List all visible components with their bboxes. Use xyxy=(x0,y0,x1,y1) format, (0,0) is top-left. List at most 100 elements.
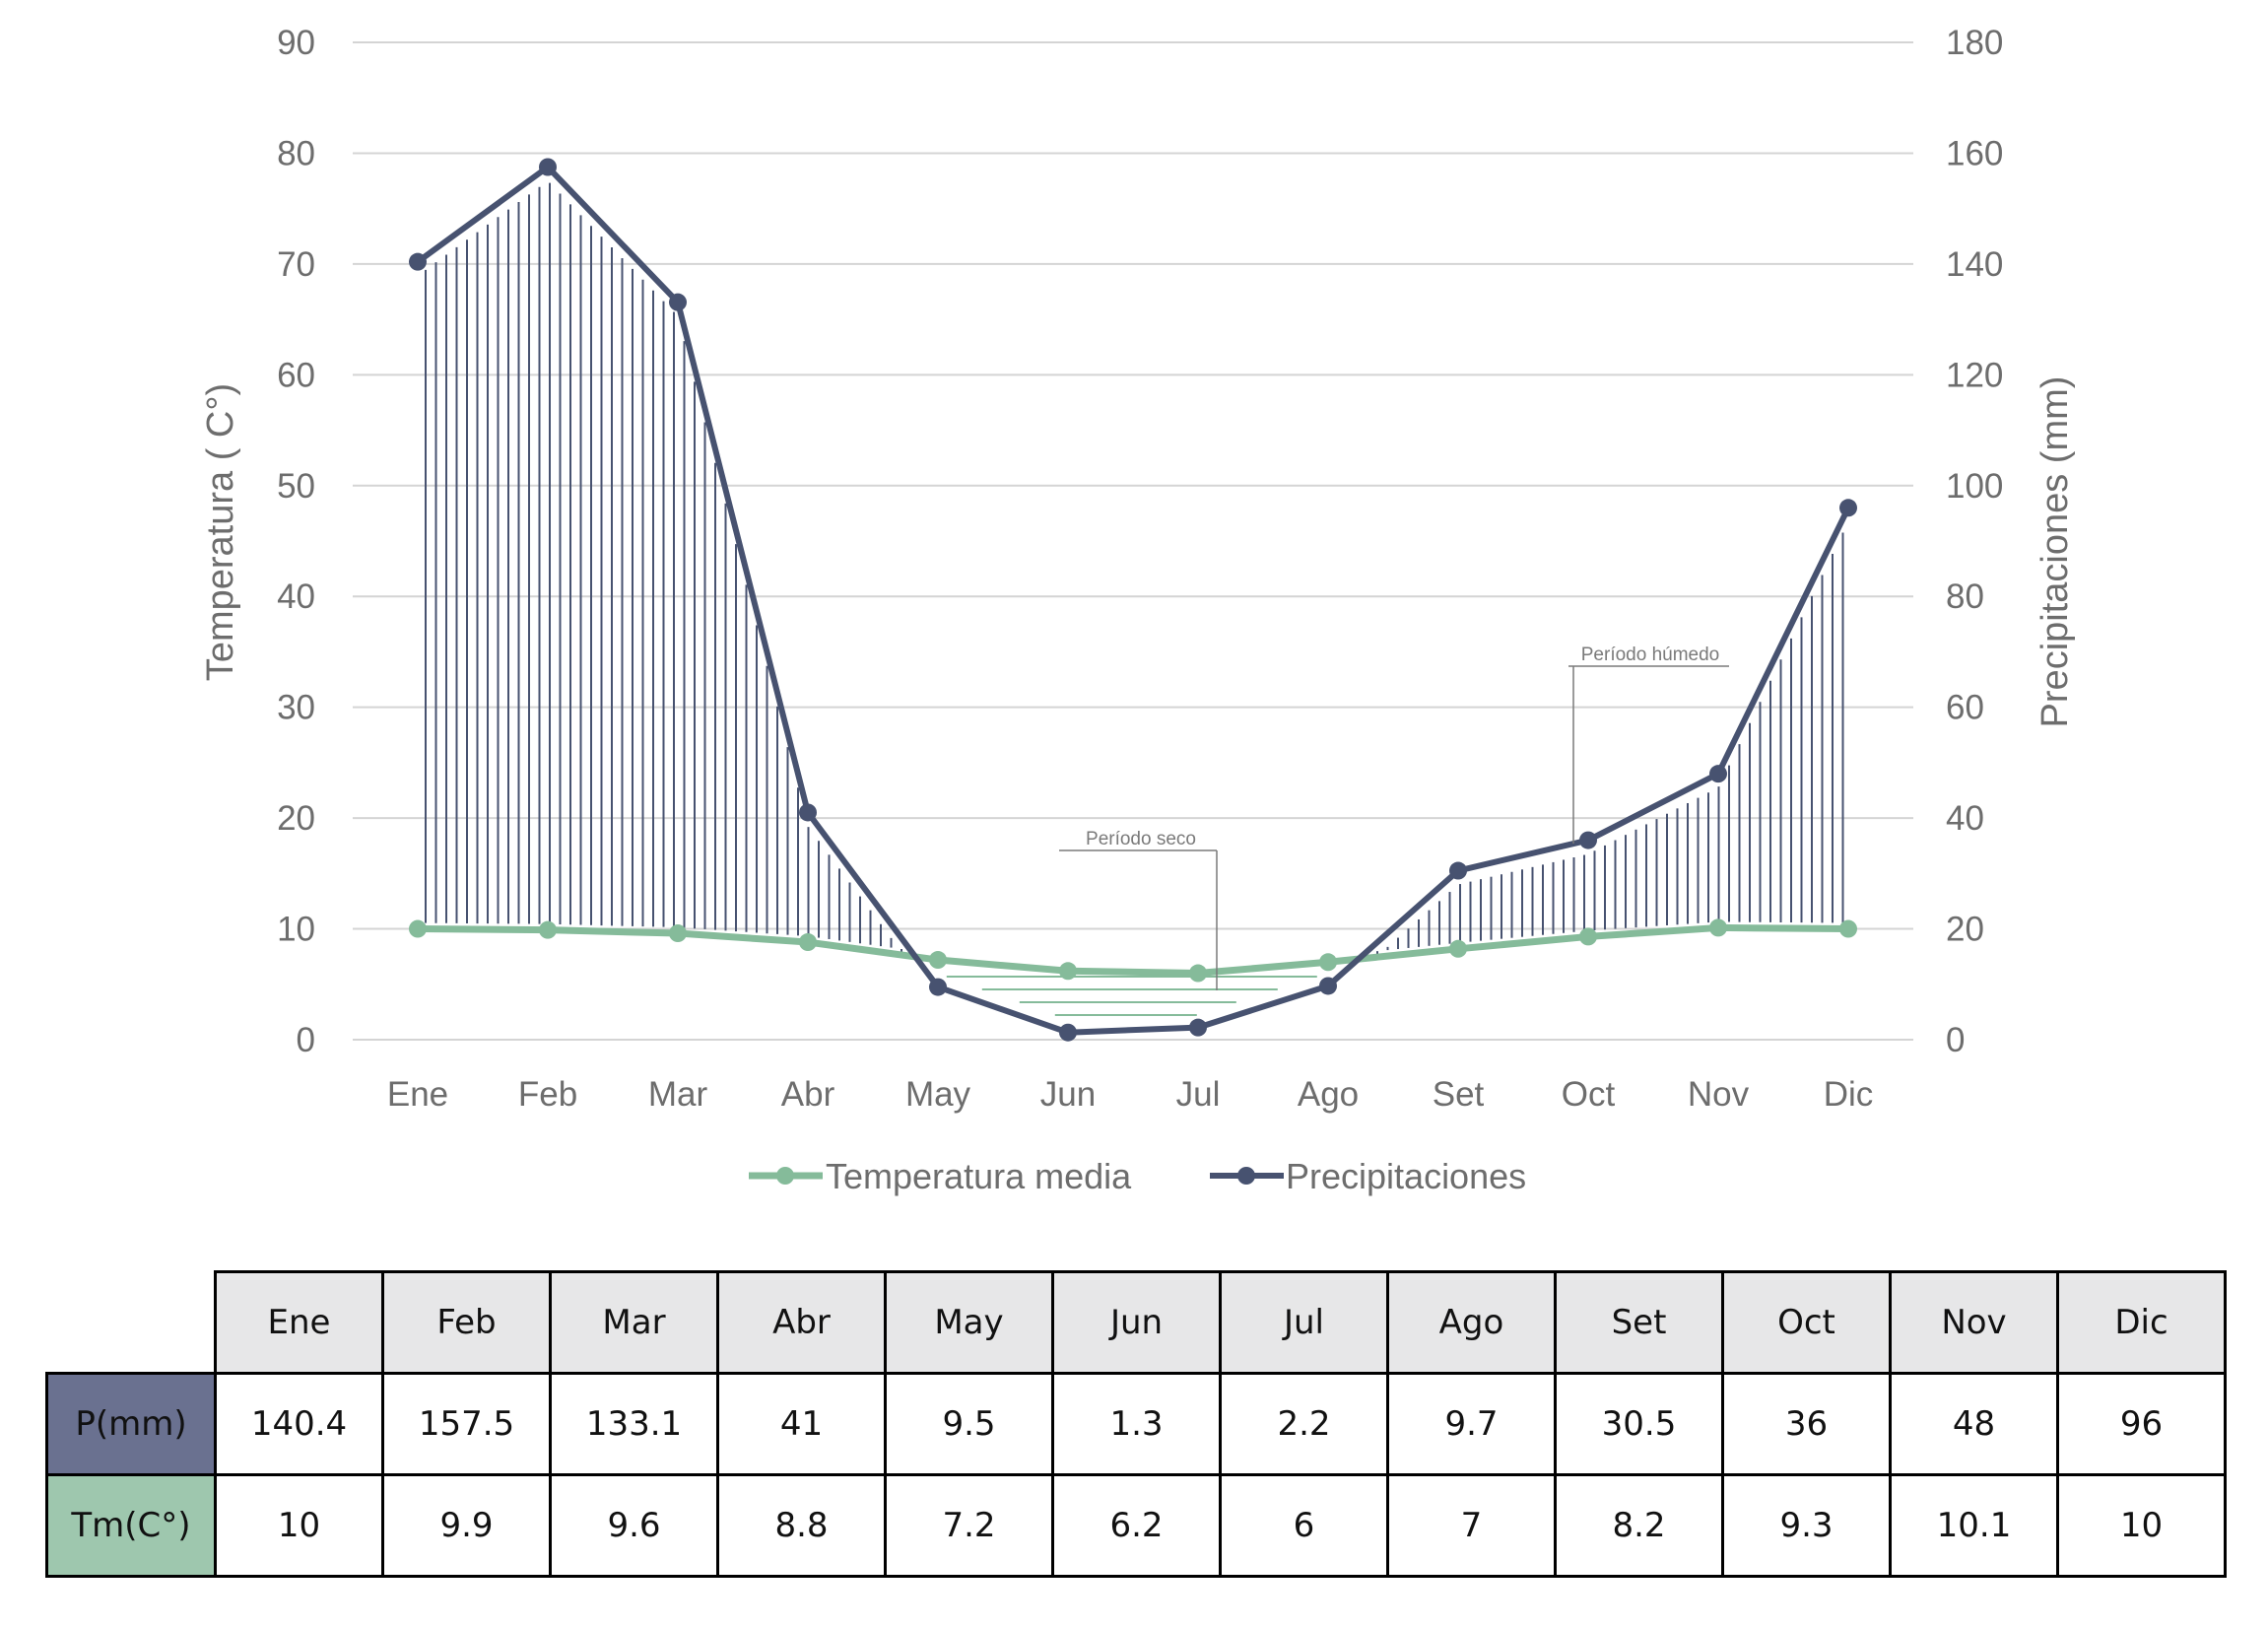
precipitation-point xyxy=(1839,499,1857,517)
table-month-header: Jun xyxy=(1051,1270,1222,1375)
table-month-header: Feb xyxy=(381,1270,552,1375)
y-left-tick-label: 10 xyxy=(277,911,315,949)
y-right-tick-label: 20 xyxy=(1946,911,1984,949)
x-tick-label: Set xyxy=(1433,1075,1485,1114)
x-tick-label: Abr xyxy=(781,1075,835,1114)
temperature-line xyxy=(417,923,1849,978)
legend-temperature-marker xyxy=(776,1167,794,1185)
y-right-tick-label: 160 xyxy=(1946,134,2003,172)
precipitation-point xyxy=(669,293,687,311)
y-left-tick-label: 20 xyxy=(277,799,315,838)
precipitation-point xyxy=(1059,1023,1077,1042)
table-month-header: Abr xyxy=(716,1270,887,1375)
precipitation-point xyxy=(1449,861,1467,880)
table-cell: 157.5 xyxy=(381,1372,552,1476)
table-month-header: Set xyxy=(1554,1270,1724,1375)
y-left-tick-label: 50 xyxy=(277,467,315,506)
temperature-point xyxy=(1189,964,1207,983)
table-month-header: Oct xyxy=(1721,1270,1892,1375)
precipitation-point xyxy=(1189,1018,1207,1037)
table-row-label: P(mm) xyxy=(45,1372,217,1476)
legend: Temperatura media Precipitaciones xyxy=(749,1156,1526,1196)
y-right-tick-label: 180 xyxy=(1946,24,2003,62)
legend-precipitation-label: Precipitaciones xyxy=(1286,1156,1526,1196)
y-left-tick-label: 60 xyxy=(277,356,315,394)
temperature-point xyxy=(1059,962,1077,981)
table-row: P(mm) 140.4 157.5 133.1 41 9.5 1.3 2.2 9.7 30.5 36… xyxy=(45,1372,2227,1476)
table-cell: 7 xyxy=(1386,1473,1557,1578)
table-cell: 41 xyxy=(716,1372,887,1476)
x-tick-label: Ene xyxy=(387,1075,448,1114)
precipitation-point xyxy=(1319,977,1337,995)
table-cell: 6 xyxy=(1219,1473,1389,1578)
table-row-label: Tm(C°) xyxy=(45,1473,217,1578)
annotation-label: Período húmedo xyxy=(1581,645,1720,665)
table-cell: 10 xyxy=(214,1473,384,1578)
x-tick-label: Ago xyxy=(1298,1075,1359,1114)
precipitation-point xyxy=(409,252,427,271)
table-month-header: Dic xyxy=(2056,1270,2227,1375)
precipitation-point xyxy=(929,978,947,996)
table-cell: 9.9 xyxy=(381,1473,552,1578)
y-left-tick-label: 80 xyxy=(277,134,315,172)
table-cell: 9.5 xyxy=(884,1372,1054,1476)
temperature-point xyxy=(1449,939,1467,958)
temperature-point xyxy=(1579,927,1597,946)
y-left-tick-label: 30 xyxy=(277,689,315,727)
x-tick-label: Mar xyxy=(648,1075,708,1114)
table-cell: 2.2 xyxy=(1219,1372,1389,1476)
table-cell: 1.3 xyxy=(1051,1372,1222,1476)
table-cell: 9.3 xyxy=(1721,1473,1892,1578)
y-right-tick-label: 80 xyxy=(1946,577,1984,616)
table-cell: 9.7 xyxy=(1386,1372,1557,1476)
precipitation-point xyxy=(539,158,557,176)
precipitation-point xyxy=(799,803,817,822)
y-right-tick-label: 40 xyxy=(1946,799,1984,838)
table-cell: 30.5 xyxy=(1554,1372,1724,1476)
humid-period-hatch xyxy=(425,182,1844,957)
legend-precipitation-marker xyxy=(1237,1167,1255,1185)
table-month-header: Ago xyxy=(1386,1270,1557,1375)
y-right-tick-label: 0 xyxy=(1946,1021,1965,1059)
legend-temperature-label: Temperatura media xyxy=(826,1156,1132,1196)
temperature-point xyxy=(539,920,557,939)
table-month-header: May xyxy=(884,1270,1054,1375)
y-right-tick-label: 120 xyxy=(1946,356,2003,394)
table-cell: 10.1 xyxy=(1889,1473,2059,1578)
temperature-point xyxy=(409,919,427,938)
y-left-tick-label: 40 xyxy=(277,577,315,616)
table-corner xyxy=(47,1272,216,1374)
table-cell: 140.4 xyxy=(214,1372,384,1476)
precipitation-line xyxy=(416,164,1851,1036)
temperature-point xyxy=(1319,953,1337,972)
table-cell: 96 xyxy=(2056,1372,2227,1476)
table-cell: 8.2 xyxy=(1554,1473,1724,1578)
table-cell: 8.8 xyxy=(716,1473,887,1578)
x-tick-label: Feb xyxy=(518,1075,577,1114)
table-month-header: Ene xyxy=(214,1270,384,1375)
x-tick-label: May xyxy=(905,1075,971,1114)
table-cell: 10 xyxy=(2056,1473,2227,1578)
y-left-axis-title: Temperatura ( C°) xyxy=(200,383,241,681)
table-cell: 36 xyxy=(1721,1372,1892,1476)
x-tick-label: Jun xyxy=(1040,1075,1096,1114)
table-month-header: Jul xyxy=(1219,1270,1389,1375)
temperature-point xyxy=(929,951,947,970)
axes: 0 10 20 30 40 50 60 70 80 90 0 20 40 60 80 100 120 140 160… xyxy=(200,24,2076,1114)
y-left-tick-label: 70 xyxy=(277,245,315,284)
table-cell: 6.2 xyxy=(1051,1473,1222,1578)
y-left-tick-label: 0 xyxy=(297,1021,315,1059)
climate-data-table: Ene Feb Mar Abr May Jun Jul Ago Set Oct Nov Dic P(mm… xyxy=(45,1270,2227,1578)
table-month-header: Mar xyxy=(549,1270,719,1375)
y-right-axis-title: Precipitaciones (mm) xyxy=(2035,376,2076,728)
temperature-point xyxy=(799,933,817,952)
annotation-label: Período seco xyxy=(1086,829,1196,849)
x-tick-label: Nov xyxy=(1688,1075,1750,1114)
table-header-row: Ene Feb Mar Abr May Jun Jul Ago Set Oct Nov Dic xyxy=(47,1270,2227,1375)
table-cell: 133.1 xyxy=(549,1372,719,1476)
precipitation-point xyxy=(1709,765,1727,783)
dry-period-hatch xyxy=(946,976,1317,1017)
temperature-point xyxy=(669,924,687,943)
table-row: Tm(C°) 10 9.9 9.6 8.8 7.2 6.2 6 7 8.2 9.3 10.1 10 xyxy=(45,1473,2227,1578)
temperature-point xyxy=(1709,918,1727,937)
